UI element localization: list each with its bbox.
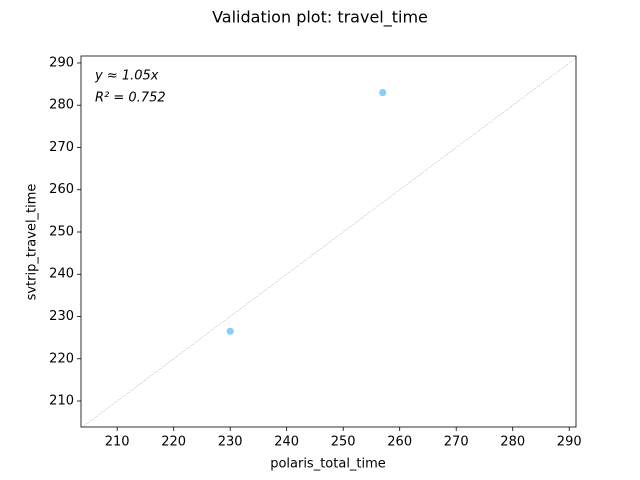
point xyxy=(226,327,234,335)
annotation: R² = 0.752 xyxy=(95,91,166,106)
y-tick-label: 240 xyxy=(49,267,74,282)
x-tick-label: 230 xyxy=(218,435,243,450)
y-tick-label: 270 xyxy=(49,140,74,155)
x-tick-label: 280 xyxy=(500,435,525,450)
y-axis-label: svtrip_travel_time xyxy=(25,184,40,301)
x-tick-label: 210 xyxy=(105,435,130,450)
chart-title: Validation plot: travel_time xyxy=(212,8,428,28)
y-tick-label: 290 xyxy=(49,55,74,70)
y-tick-label: 210 xyxy=(49,394,74,409)
plot-frame xyxy=(80,55,577,428)
x-tick-label: 290 xyxy=(557,435,582,450)
x-tick-label: 270 xyxy=(444,435,469,450)
x-axis-label: polaris_total_time xyxy=(270,457,386,472)
annotation: y ≈ 1.05x xyxy=(94,69,159,84)
x-tick-label: 220 xyxy=(161,435,186,450)
y-tick-label: 220 xyxy=(49,351,74,366)
x-tick-label: 240 xyxy=(274,435,299,450)
reference-line xyxy=(82,57,577,428)
y-tick-label: 250 xyxy=(49,224,74,239)
x-tick-label: 260 xyxy=(387,435,412,450)
y-tick-label: 260 xyxy=(49,182,74,197)
x-tick-label: 250 xyxy=(331,435,356,450)
y-tick-label: 230 xyxy=(49,309,74,324)
point xyxy=(379,88,387,97)
y-tick-label: 280 xyxy=(49,98,74,113)
